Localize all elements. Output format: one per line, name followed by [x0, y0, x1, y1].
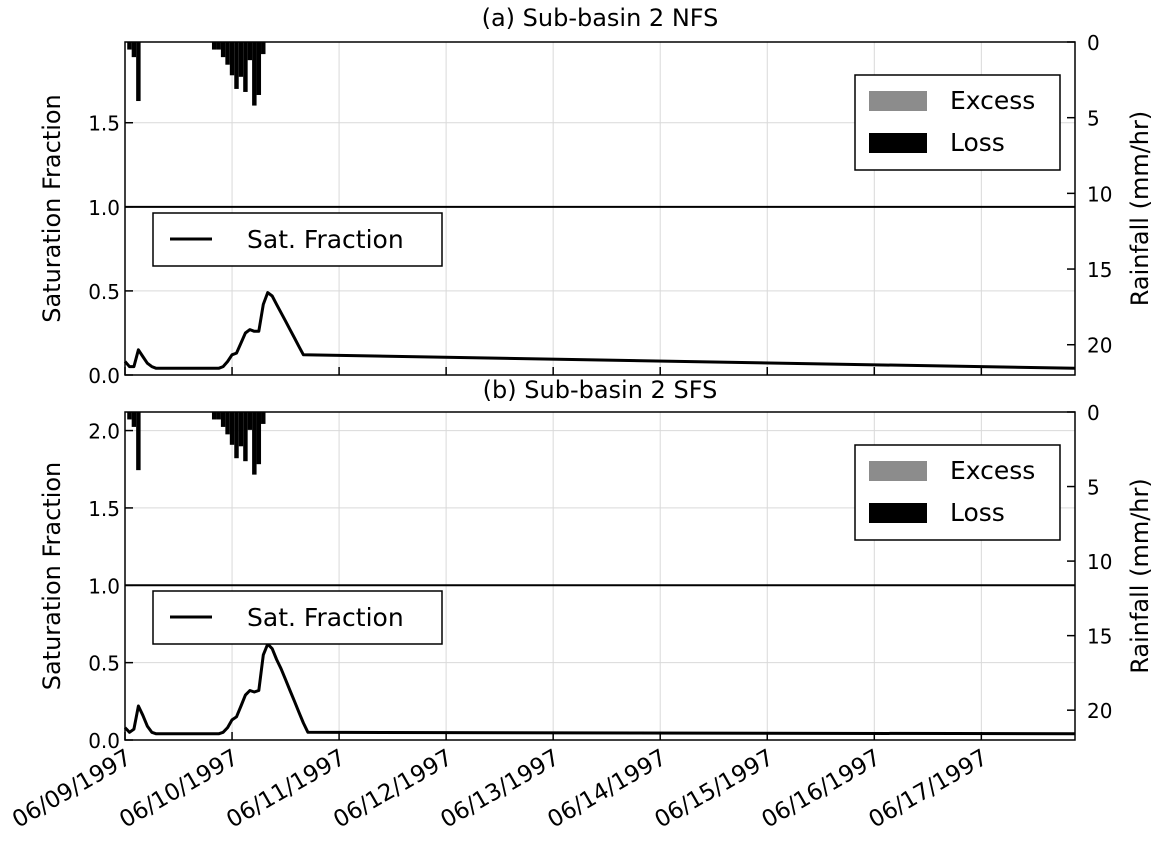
bar-loss	[136, 42, 141, 102]
legend-swatch-loss	[869, 133, 927, 153]
xtick-label: 06/12/1997	[329, 745, 457, 834]
series-line-sat-fraction	[123, 291, 1076, 370]
y2tick-label: 20	[1087, 699, 1112, 723]
legend-box	[854, 444, 1061, 541]
y2tick-label: 15	[1087, 625, 1112, 649]
bar-loss	[234, 42, 239, 89]
ytick-label: 0.0	[88, 364, 120, 388]
bar-loss	[252, 42, 257, 106]
legend-label-sat-fraction: Sat. Fraction	[247, 225, 404, 254]
bar-loss	[216, 412, 221, 420]
xtick-label: 06/11/1997	[222, 745, 350, 834]
xtick-label: 06/17/1997	[865, 745, 993, 834]
bar-loss	[225, 412, 230, 435]
bar-loss	[261, 412, 266, 424]
ytick-label: 2.0	[88, 420, 120, 444]
legend-label-loss: Loss	[950, 498, 1005, 527]
legend-swatch-excess	[869, 461, 927, 481]
legend-bars: Excess Loss	[854, 74, 1061, 171]
series-line-sat-fraction	[123, 642, 1076, 736]
chart-title: (a) Sub-basin 2 NFS	[482, 4, 719, 32]
bar-loss	[243, 42, 248, 92]
ytick-label: 1.5	[88, 112, 120, 136]
y2tick-label: 5	[1087, 476, 1100, 500]
bar-loss	[238, 42, 244, 77]
xtick-label: 06/16/1997	[757, 745, 885, 834]
legend-label-sat-fraction: Sat. Fraction	[247, 603, 404, 632]
bar-loss	[220, 412, 226, 427]
bar-loss	[229, 412, 235, 445]
y2-axis-label: Rainfall (mm/hr)	[1126, 478, 1154, 674]
bar-loss	[256, 42, 262, 95]
legend-box	[854, 74, 1061, 171]
bar-loss	[127, 42, 132, 50]
y-axis-label: Saturation Fraction	[38, 462, 66, 691]
bar-loss	[127, 412, 132, 420]
bar-loss	[220, 42, 226, 58]
bar-loss	[252, 412, 257, 475]
xtick-label: 06/13/1997	[436, 745, 564, 834]
xtick-label: 06/09/1997	[8, 745, 136, 834]
panel-b: (b) Sub-basin 2 SFS 0.0 0.5 1.0 1.5 2.0 0 5 10 15…	[38, 376, 1154, 753]
y2tick-label: 10	[1087, 182, 1112, 206]
y-axis-label: Saturation Fraction	[38, 94, 66, 323]
bar-loss	[238, 412, 244, 447]
xtick-label: 06/15/1997	[650, 745, 778, 834]
panel-a: (a) Sub-basin 2 NFS 0.0 0.5 1.0 1.5 0 5 10 15 20 S…	[38, 4, 1154, 388]
plot-frame	[124, 411, 1076, 741]
legend-line: Sat. Fraction	[152, 212, 443, 267]
ytick-label: 1.5	[88, 497, 120, 521]
y2tick-label: 10	[1087, 550, 1112, 574]
legend-line: Sat. Fraction	[152, 590, 443, 645]
bar-loss	[261, 42, 266, 55]
xtick-label: 06/10/1997	[115, 745, 243, 834]
legend-label-excess: Excess	[950, 456, 1035, 485]
y2tick-label: 15	[1087, 258, 1112, 282]
ytick-label: 0.5	[88, 652, 120, 676]
bar-loss	[131, 42, 137, 58]
bar-loss	[247, 42, 253, 61]
bar-loss	[211, 412, 217, 420]
bar-loss	[216, 42, 221, 50]
legend-swatch-excess	[869, 91, 927, 111]
bar-loss	[225, 42, 230, 65]
plot-frame	[124, 41, 1076, 376]
bar-loss	[243, 412, 248, 462]
legend-label-loss: Loss	[950, 128, 1005, 157]
legend-label-excess: Excess	[950, 86, 1035, 115]
bar-loss	[136, 412, 141, 471]
legend-swatch-loss	[869, 503, 927, 523]
ytick-label: 1.0	[88, 196, 120, 220]
ytick-label: 1.0	[88, 574, 120, 598]
legend-bars: Excess Loss	[854, 444, 1061, 541]
y2tick-label: 0	[1087, 401, 1100, 425]
xtick-label: 06/14/1997	[543, 745, 671, 834]
ytick-label: 0.0	[88, 729, 120, 753]
y2tick-label: 5	[1087, 107, 1100, 131]
bar-loss	[211, 42, 217, 50]
bar-loss	[234, 412, 239, 459]
ytick-label: 0.5	[88, 280, 120, 304]
bar-loss	[247, 412, 253, 430]
bar-loss	[131, 412, 137, 427]
y2tick-label: 0	[1087, 31, 1100, 55]
bar-loss	[256, 412, 262, 465]
y2-axis-label: Rainfall (mm/hr)	[1126, 111, 1154, 307]
bar-loss	[229, 42, 235, 76]
chart-title: (b) Sub-basin 2 SFS	[483, 376, 718, 404]
y2tick-label: 20	[1087, 334, 1112, 358]
